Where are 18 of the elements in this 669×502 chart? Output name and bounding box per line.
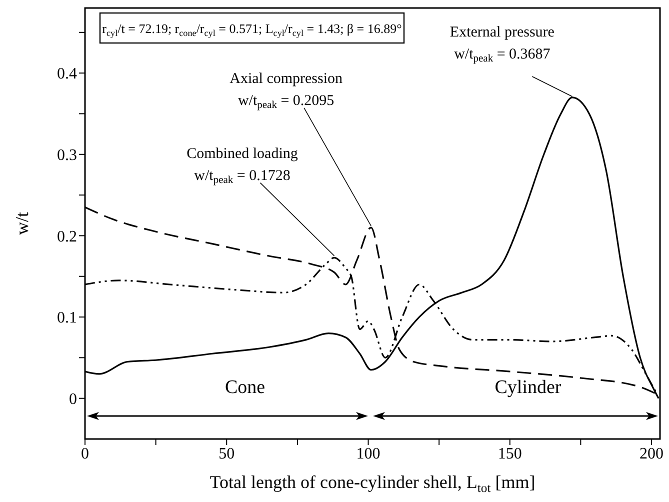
y-tick-label: 0.3 — [57, 147, 77, 164]
text: r$_{cyl}$/t = 72.19; r$_{cone}$/r$_{cyl}$ = 0.571; L$_{cyl}$/r$_{cyl}$ = 1.43; β = 16.89° — [102, 21, 402, 38]
annotation: Cone — [224, 377, 266, 398]
annotation: Combined loading w/t$_{peak}$ = 0.1728 — [186, 146, 298, 186]
annotation: External pressure w/t$_{peak}$ = 0.3687 — [450, 24, 555, 65]
y-tick-label: 0.1 — [57, 310, 77, 327]
annotation: Cylinder — [494, 377, 562, 398]
annotation: Axial compression w/t$_{peak}$ = 0.2095 — [230, 70, 344, 112]
y-tick-label: 0.4 — [57, 66, 77, 83]
x-tick-label: 0 — [81, 445, 89, 462]
x-tick-label: 150 — [498, 445, 522, 462]
y-axis-title: w/t — [12, 212, 32, 236]
y-tick-label: 0.2 — [57, 228, 77, 246]
x-tick-label: 200 — [640, 445, 664, 462]
x-tick-label: 50 — [218, 445, 235, 462]
x-axis-title: Total length of cone-cylinder shell, L$_{tot}$ [mm] — [210, 472, 536, 495]
y-tick-label: 0 — [69, 391, 77, 408]
x-tick-label: 100 — [356, 445, 380, 462]
